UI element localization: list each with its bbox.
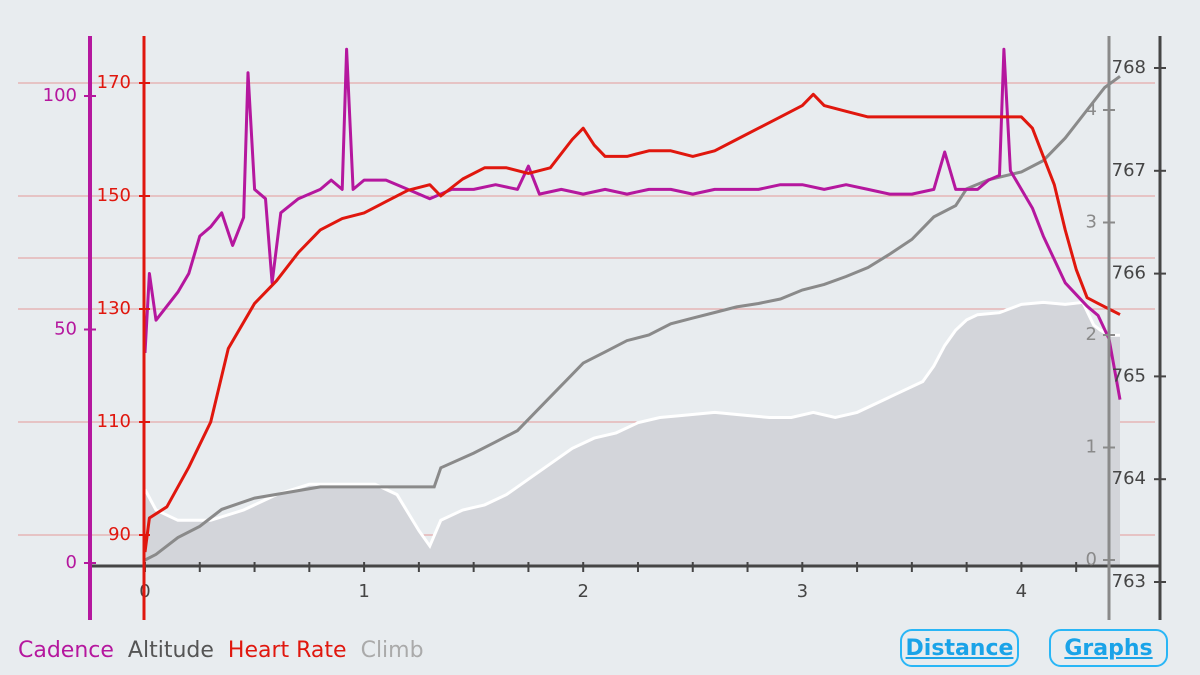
x-tick-label: 3	[797, 581, 808, 602]
multi-axis-chart: 0123405010090110130150170012347637647657…	[18, 36, 1166, 620]
x-tick-label: 2	[577, 581, 588, 602]
chart-legend: Cadence Altitude Heart Rate Climb	[18, 638, 424, 663]
graphs-button[interactable]: Graphs	[1049, 629, 1168, 667]
altitude-tick-label: 765	[1112, 365, 1146, 386]
cadence-tick-label: 100	[43, 85, 77, 106]
climb-tick-label: 4	[1086, 99, 1097, 120]
cadence-tick-label: 0	[66, 552, 77, 573]
heart-rate-tick-label: 90	[108, 524, 131, 545]
climb-tick-label: 2	[1086, 324, 1097, 345]
distance-button[interactable]: Distance	[900, 629, 1019, 667]
heart-rate-tick-label: 110	[97, 411, 131, 432]
legend-heart-rate: Heart Rate	[227, 638, 347, 663]
climb-area	[145, 302, 1120, 566]
legend-cadence: Cadence	[18, 638, 114, 663]
legend-climb: Climb	[360, 638, 424, 663]
climb-tick-label: 1	[1086, 437, 1097, 458]
altitude-area	[145, 302, 1120, 566]
altitude-tick-label: 767	[1112, 160, 1146, 181]
climb-tick-label: 3	[1086, 212, 1097, 233]
altitude-tick-label: 766	[1112, 263, 1146, 284]
heart-rate-tick-label: 130	[97, 298, 131, 319]
altitude-tick-label: 763	[1112, 571, 1146, 592]
altitude-tick-label: 764	[1112, 468, 1146, 489]
heart-rate-tick-label: 170	[97, 72, 131, 93]
x-tick-label: 1	[358, 581, 369, 602]
climb-tick-label: 0	[1086, 549, 1097, 570]
heart-rate-tick-label: 150	[97, 185, 131, 206]
series-heart-rate	[143, 92, 1121, 553]
series-cadence	[143, 47, 1122, 400]
cadence-tick-label: 50	[54, 319, 77, 340]
series-altitude	[143, 300, 1120, 550]
chart-axes: 0123405010090110130150170012347637647657…	[43, 36, 1166, 620]
legend-altitude: Altitude	[127, 638, 214, 663]
series-lines	[143, 47, 1122, 562]
altitude-tick-label: 768	[1112, 57, 1146, 78]
x-tick-label: 4	[1016, 581, 1027, 602]
